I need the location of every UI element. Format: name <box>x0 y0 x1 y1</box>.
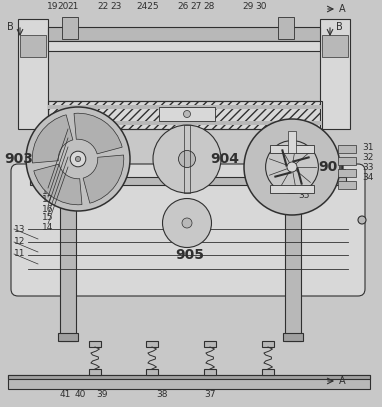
Bar <box>30 177 346 185</box>
Bar <box>283 333 303 341</box>
Text: 14: 14 <box>42 223 53 232</box>
Text: 17: 17 <box>42 195 53 204</box>
Bar <box>204 369 216 375</box>
Text: 19: 19 <box>47 2 59 11</box>
Text: 2425: 2425 <box>137 2 159 11</box>
Wedge shape <box>74 113 122 154</box>
Text: 901: 901 <box>318 160 347 174</box>
Text: 39: 39 <box>96 390 108 399</box>
Text: 35: 35 <box>298 190 309 199</box>
Text: 32: 32 <box>362 153 373 162</box>
Bar <box>62 17 78 39</box>
Bar <box>89 369 101 375</box>
Text: 29: 29 <box>242 2 254 11</box>
Text: 22: 22 <box>97 2 108 11</box>
Bar <box>184 125 190 193</box>
Circle shape <box>287 162 297 172</box>
Bar <box>48 105 322 109</box>
Text: 20: 20 <box>57 2 69 11</box>
Bar <box>338 145 356 153</box>
Text: 33: 33 <box>362 162 374 171</box>
Text: 31: 31 <box>362 142 374 151</box>
Bar <box>262 341 274 347</box>
Text: 11: 11 <box>14 249 26 258</box>
Wedge shape <box>34 164 82 205</box>
Bar <box>48 101 322 129</box>
Bar <box>338 181 356 189</box>
Circle shape <box>26 107 130 211</box>
Text: 903: 903 <box>4 152 33 166</box>
Bar <box>285 131 301 341</box>
Bar <box>48 41 320 51</box>
Bar <box>338 157 356 165</box>
Bar <box>20 35 46 57</box>
Text: 30: 30 <box>255 2 267 11</box>
Bar <box>262 369 274 375</box>
Wedge shape <box>32 115 73 163</box>
Circle shape <box>182 218 192 228</box>
Circle shape <box>244 119 340 215</box>
Text: 26: 26 <box>177 2 189 11</box>
Bar <box>89 341 101 347</box>
Text: A: A <box>339 4 346 14</box>
Text: 904: 904 <box>210 152 239 166</box>
Text: 12: 12 <box>14 238 25 247</box>
FancyBboxPatch shape <box>11 164 365 296</box>
Bar <box>146 369 158 375</box>
Wedge shape <box>83 155 124 203</box>
Text: 18: 18 <box>42 186 53 195</box>
Bar <box>48 121 322 125</box>
Bar <box>322 35 348 57</box>
Circle shape <box>358 216 366 224</box>
Bar <box>60 131 76 341</box>
Circle shape <box>153 125 221 193</box>
Bar <box>288 131 296 153</box>
Text: 38: 38 <box>156 390 168 399</box>
Bar <box>270 186 314 193</box>
Text: 37: 37 <box>204 390 216 399</box>
Bar <box>146 341 158 347</box>
Text: 13: 13 <box>14 225 26 234</box>
Circle shape <box>75 156 81 162</box>
Bar <box>159 107 215 121</box>
Bar <box>204 341 216 347</box>
Text: 27: 27 <box>190 2 202 11</box>
Circle shape <box>178 151 196 168</box>
Text: 23: 23 <box>110 2 122 11</box>
Bar <box>338 169 356 177</box>
Text: 21: 21 <box>67 2 79 11</box>
Circle shape <box>70 151 86 167</box>
Text: 34: 34 <box>362 173 373 182</box>
Text: 40: 40 <box>74 390 86 399</box>
Bar <box>270 144 314 153</box>
Bar <box>320 19 350 129</box>
Bar <box>278 17 294 39</box>
Bar <box>48 101 322 129</box>
Text: A: A <box>339 376 346 386</box>
Text: 15: 15 <box>42 214 53 223</box>
Circle shape <box>265 140 319 193</box>
Bar <box>8 375 370 389</box>
Bar <box>48 27 320 41</box>
Circle shape <box>162 199 212 247</box>
Text: 905: 905 <box>175 248 204 262</box>
Text: 16: 16 <box>42 204 53 214</box>
Bar <box>8 375 370 379</box>
Text: B: B <box>336 22 343 32</box>
Bar <box>18 19 48 129</box>
Circle shape <box>183 110 191 118</box>
Text: 41: 41 <box>59 390 71 399</box>
Text: 28: 28 <box>203 2 215 11</box>
Text: B: B <box>7 22 14 32</box>
Bar <box>58 333 78 341</box>
